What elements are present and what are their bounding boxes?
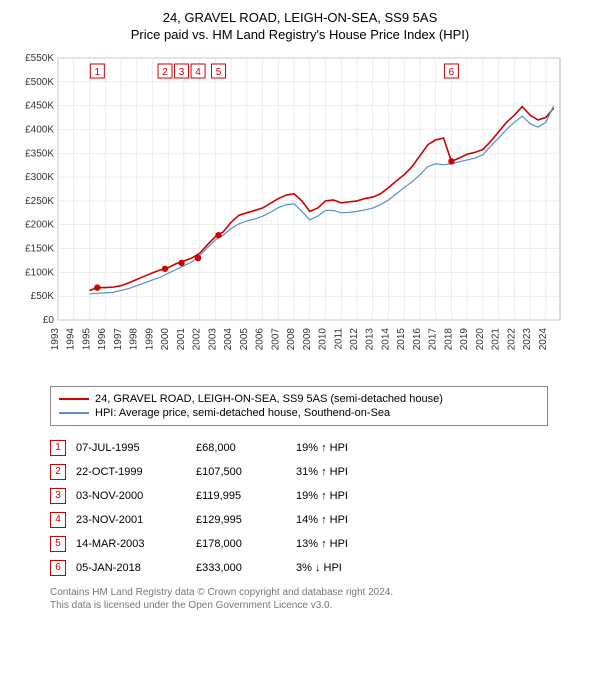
sale-date: 03-NOV-2000	[76, 484, 196, 508]
sale-price: £68,000	[196, 436, 296, 460]
sale-date: 07-JUL-1995	[76, 436, 196, 460]
legend-swatch	[59, 398, 89, 400]
footnote-line: This data is licensed under the Open Gov…	[50, 599, 590, 612]
sale-price: £119,995	[196, 484, 296, 508]
title-sub: Price paid vs. HM Land Registry's House …	[10, 27, 590, 42]
svg-text:2011: 2011	[333, 328, 344, 350]
svg-text:4: 4	[195, 67, 201, 78]
svg-text:£0: £0	[43, 315, 55, 326]
svg-text:2017: 2017	[428, 328, 439, 351]
sale-marker-box: 4	[50, 512, 66, 528]
svg-text:£350K: £350K	[25, 148, 54, 159]
legend-label: HPI: Average price, semi-detached house,…	[95, 407, 390, 419]
svg-text:1996: 1996	[97, 328, 108, 351]
svg-text:£100K: £100K	[25, 267, 54, 278]
sale-date: 05-JAN-2018	[76, 556, 196, 580]
sale-date: 23-NOV-2001	[76, 508, 196, 532]
legend-swatch	[59, 412, 89, 414]
svg-text:2020: 2020	[475, 328, 486, 351]
svg-text:2014: 2014	[380, 328, 391, 351]
svg-text:£550K: £550K	[25, 53, 54, 64]
legend-item: 24, GRAVEL ROAD, LEIGH-ON-SEA, SS9 5AS (…	[59, 393, 539, 405]
svg-text:2000: 2000	[160, 328, 171, 351]
svg-text:£450K: £450K	[25, 101, 54, 112]
sale-price: £333,000	[196, 556, 296, 580]
sale-date: 14-MAR-2003	[76, 532, 196, 556]
sale-delta: 19% ↑ HPI	[296, 436, 358, 460]
title-main: 24, GRAVEL ROAD, LEIGH-ON-SEA, SS9 5AS	[10, 10, 590, 25]
svg-text:2013: 2013	[365, 328, 376, 351]
table-row: 6 05-JAN-2018£333,0003% ↓ HPI	[50, 556, 358, 580]
footnote: Contains HM Land Registry data © Crown c…	[50, 586, 590, 612]
svg-text:2009: 2009	[302, 328, 313, 351]
svg-text:2001: 2001	[176, 328, 187, 351]
table-row: 5 14-MAR-2003£178,00013% ↑ HPI	[50, 532, 358, 556]
table-row: 2 22-OCT-1999£107,50031% ↑ HPI	[50, 460, 358, 484]
svg-text:1999: 1999	[144, 328, 155, 351]
svg-text:2012: 2012	[349, 328, 360, 351]
svg-text:£150K: £150K	[25, 244, 54, 255]
table-row: 1 07-JUL-1995£68,00019% ↑ HPI	[50, 436, 358, 460]
chart-container: £0 £50K £100K £150K £200K £250K £300K £350K £400…	[10, 50, 590, 380]
svg-text:1995: 1995	[81, 328, 92, 351]
svg-text:1993: 1993	[50, 328, 61, 351]
svg-text:2: 2	[162, 67, 168, 78]
svg-text:2010: 2010	[318, 328, 329, 351]
svg-text:1997: 1997	[113, 328, 124, 351]
svg-text:2015: 2015	[396, 328, 407, 351]
sales-table: 1 07-JUL-1995£68,00019% ↑ HPI 2 22-OCT-1999…	[50, 436, 358, 580]
sale-delta: 3% ↓ HPI	[296, 556, 358, 580]
sale-marker-box: 1	[50, 440, 66, 456]
svg-text:£250K: £250K	[25, 196, 54, 207]
table-row: 4 23-NOV-2001£129,99514% ↑ HPI	[50, 508, 358, 532]
table-row: 3 03-NOV-2000£119,99519% ↑ HPI	[50, 484, 358, 508]
svg-text:£500K: £500K	[25, 77, 54, 88]
svg-text:1: 1	[95, 67, 101, 78]
svg-text:£400K: £400K	[25, 124, 54, 135]
svg-text:£50K: £50K	[31, 291, 55, 302]
svg-text:2021: 2021	[491, 328, 502, 351]
svg-text:2002: 2002	[192, 328, 203, 351]
chart-title-block: 24, GRAVEL ROAD, LEIGH-ON-SEA, SS9 5AS P…	[10, 10, 590, 42]
sale-price: £107,500	[196, 460, 296, 484]
sale-delta: 31% ↑ HPI	[296, 460, 358, 484]
svg-text:3: 3	[179, 67, 185, 78]
svg-text:2022: 2022	[506, 328, 517, 351]
svg-text:1994: 1994	[66, 328, 77, 351]
line-chart: £0 £50K £100K £150K £200K £250K £300K £350K £400…	[10, 50, 570, 380]
svg-text:2005: 2005	[239, 328, 250, 351]
sale-price: £178,000	[196, 532, 296, 556]
svg-text:2004: 2004	[223, 328, 234, 351]
svg-text:£300K: £300K	[25, 172, 54, 183]
sale-marker-box: 6	[50, 560, 66, 576]
sale-delta: 14% ↑ HPI	[296, 508, 358, 532]
sale-marker-box: 2	[50, 464, 66, 480]
sale-price: £129,995	[196, 508, 296, 532]
sale-delta: 19% ↑ HPI	[296, 484, 358, 508]
svg-text:1998: 1998	[129, 328, 140, 351]
svg-text:2023: 2023	[522, 328, 533, 351]
svg-text:6: 6	[449, 67, 455, 78]
sale-date: 22-OCT-1999	[76, 460, 196, 484]
svg-text:2018: 2018	[443, 328, 454, 351]
svg-text:2006: 2006	[255, 328, 266, 351]
svg-text:2003: 2003	[207, 328, 218, 351]
sale-marker-box: 5	[50, 536, 66, 552]
footnote-line: Contains HM Land Registry data © Crown c…	[50, 586, 590, 599]
svg-text:2016: 2016	[412, 328, 423, 351]
legend: 24, GRAVEL ROAD, LEIGH-ON-SEA, SS9 5AS (…	[50, 386, 548, 426]
sale-delta: 13% ↑ HPI	[296, 532, 358, 556]
svg-text:5: 5	[216, 67, 222, 78]
legend-item: HPI: Average price, semi-detached house,…	[59, 407, 539, 419]
sale-marker-box: 3	[50, 488, 66, 504]
svg-text:2008: 2008	[286, 328, 297, 351]
legend-label: 24, GRAVEL ROAD, LEIGH-ON-SEA, SS9 5AS (…	[95, 393, 443, 405]
svg-text:£200K: £200K	[25, 220, 54, 231]
svg-text:2024: 2024	[538, 328, 549, 351]
svg-text:2019: 2019	[459, 328, 470, 351]
svg-text:2007: 2007	[270, 328, 281, 351]
